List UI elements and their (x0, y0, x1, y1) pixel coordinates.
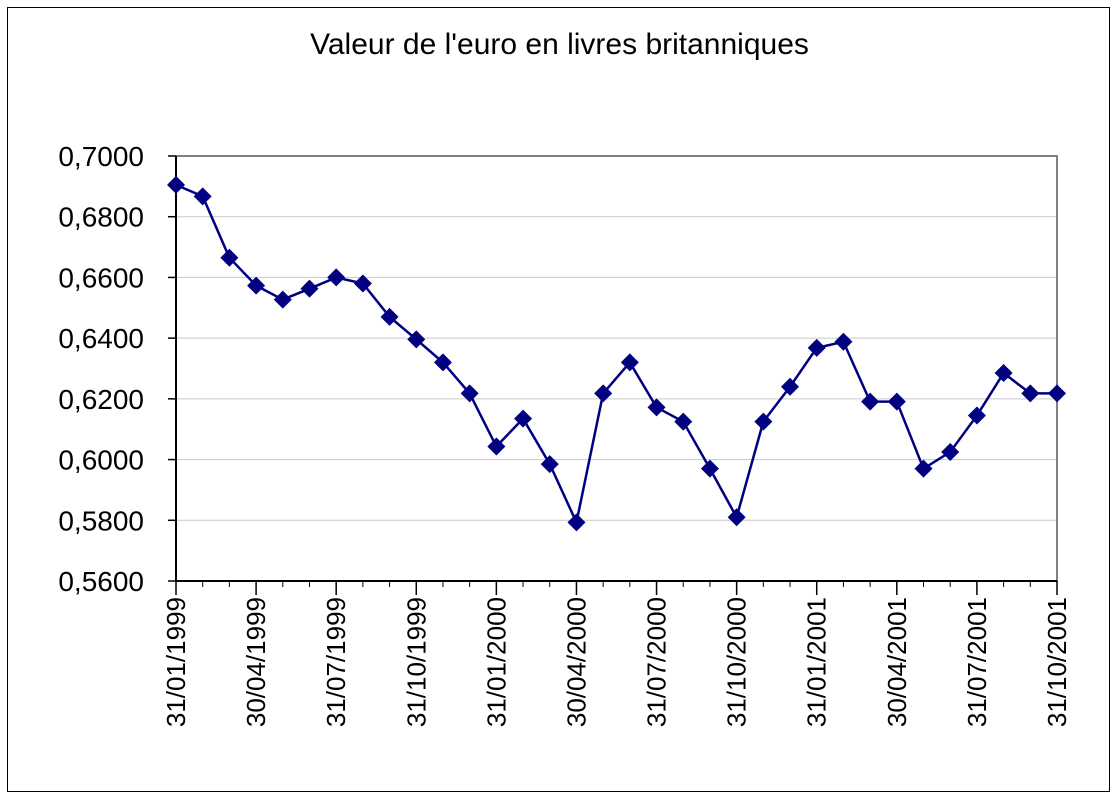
data-point-marker (247, 276, 266, 295)
data-point-marker (273, 290, 292, 309)
y-tick-labels: 0,5600 0,5800 0,6000 0,6200 0,6400 0,6600 0,68… (58, 141, 144, 597)
data-point-marker (781, 377, 800, 396)
data-point-marker (353, 274, 372, 293)
data-point-marker (327, 268, 346, 287)
data-point-marker (594, 384, 613, 403)
data-point-marker (1048, 384, 1066, 403)
x-tick-label: 30/04/2000 (561, 597, 591, 727)
data-point-marker (540, 455, 559, 474)
y-tick-label: 0,7000 (58, 141, 144, 172)
x-tick-label: 31/10/2000 (722, 597, 752, 727)
data-point-marker (994, 364, 1013, 383)
data-point-marker (807, 338, 826, 357)
x-tick-label: 31/07/2001 (962, 597, 992, 727)
x-tick-label: 31/07/2000 (642, 597, 672, 727)
x-tick-label: 31/01/2001 (802, 597, 832, 727)
axes (168, 155, 1058, 595)
data-point-marker (967, 406, 986, 425)
series (167, 175, 1066, 532)
chart-frame (7, 7, 1110, 792)
y-tick-label: 0,6000 (58, 445, 144, 476)
data-point-marker (727, 508, 746, 527)
y-tick-label: 0,6800 (58, 202, 144, 233)
x-tick-label: 31/01/2000 (481, 597, 511, 727)
data-point-marker (193, 187, 212, 206)
plot-area-border (175, 155, 1058, 582)
x-tick-label: 30/04/2001 (882, 597, 912, 727)
series-line (175, 183, 1057, 527)
data-point-marker (567, 513, 586, 532)
data-point-marker (167, 175, 185, 194)
y-tick-label: 0,6200 (58, 384, 144, 415)
data-point-marker (834, 332, 853, 351)
data-point-marker (487, 437, 506, 456)
data-point-marker (300, 279, 319, 298)
y-tick-label: 0,5600 (58, 566, 144, 597)
y-tick-label: 0,5800 (58, 505, 144, 536)
data-point-marker (460, 384, 479, 403)
x-tick-label: 30/04/1999 (241, 597, 271, 727)
x-tick-label: 31/10/1999 (401, 597, 431, 727)
data-point-marker (941, 442, 960, 461)
data-point-marker (647, 398, 666, 417)
data-point-marker (887, 392, 906, 411)
y-tick-label: 0,6400 (58, 323, 144, 354)
data-point-marker (754, 412, 773, 431)
x-tick-label: 31/10/2001 (1042, 597, 1072, 727)
data-point-marker (1021, 384, 1040, 403)
y-tick-label: 0,6600 (58, 262, 144, 293)
data-point-marker (433, 353, 452, 372)
chart-title: Valeur de l'euro en livres britanniques (310, 28, 809, 61)
x-tick-label: 31/01/1999 (161, 597, 191, 727)
data-point-marker (407, 330, 426, 349)
data-point-marker (514, 409, 533, 428)
data-point-marker (861, 392, 880, 411)
data-point-marker (220, 248, 239, 267)
data-point-marker (380, 307, 399, 326)
data-point-marker (700, 459, 719, 478)
x-tick-label: 31/07/1999 (321, 597, 351, 727)
data-point-marker (620, 353, 639, 372)
x-tick-labels: 31/01/1999 30/04/1999 31/07/1999 31/10/1999… (161, 597, 1072, 727)
data-point-marker (914, 459, 933, 478)
data-point-marker (674, 412, 693, 431)
